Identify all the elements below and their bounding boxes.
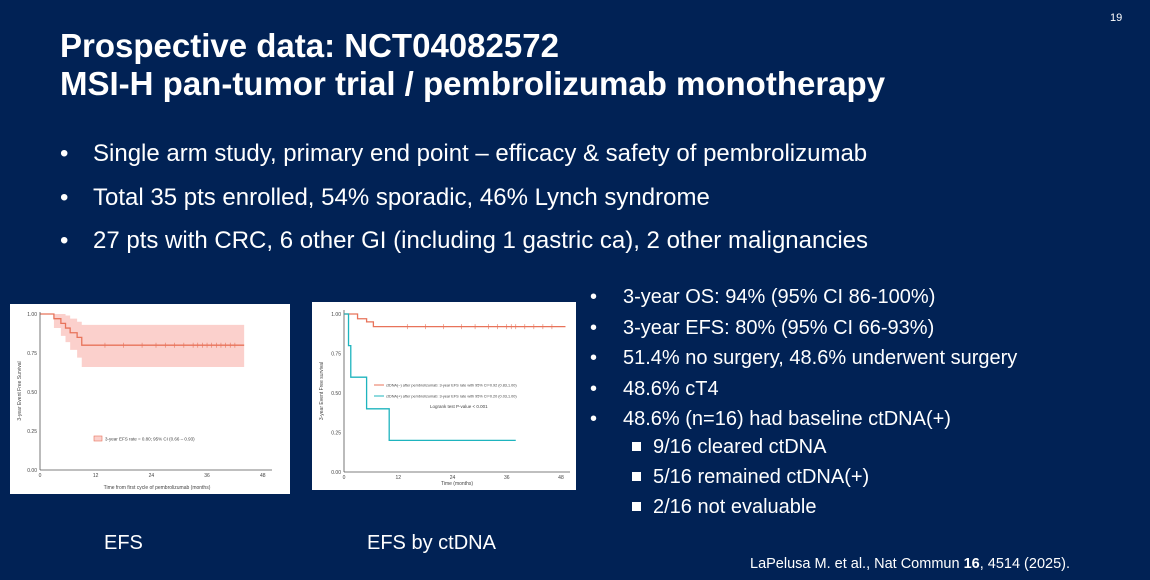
- efs-chart: 0.00 0.25 0.50 0.75 1.00 0 12 24 36 48 3…: [10, 304, 290, 494]
- bullet-dot-icon: •: [590, 347, 598, 369]
- ctdna-censor-marks: [406, 324, 553, 330]
- ctdna-y-tick-label: 0.25: [331, 430, 341, 436]
- bullet-dot-icon: •: [590, 377, 598, 400]
- efs-caption: EFS: [104, 532, 143, 554]
- ctdna-negative-line: [344, 313, 566, 328]
- citation-suffix: , 4514 (2025).: [979, 556, 1071, 572]
- ctdna-x-tick-label: 12: [395, 475, 401, 481]
- citation-volume: 16: [963, 556, 980, 572]
- slide-number: 19: [1110, 12, 1123, 24]
- bullet-dot-icon: •: [60, 140, 69, 167]
- square-bullet-icon: [632, 472, 641, 481]
- slide-title: Prospective data: NCT04082572 MSI-H pan-…: [60, 27, 885, 103]
- ctdna-logrank-annotation: Logrank test P-value < 0.001: [430, 404, 488, 409]
- result-item: • 48.6% cT4: [590, 377, 1017, 401]
- efs-censor-marks: [104, 342, 236, 348]
- sub-bullet-text: 2/16 not evaluable: [653, 496, 817, 518]
- result-text: 51.4% no surgery, 48.6% underwent surger…: [623, 347, 1018, 369]
- bullet-item: • 27 pts with CRC, 6 other GI (including …: [60, 227, 868, 255]
- result-text: 3-year EFS: 80% (95% CI 66-93%): [623, 316, 935, 339]
- title-line-2: MSI-H pan-tumor trial / pembrolizumab mo…: [60, 65, 886, 102]
- ctdna-y-tick-label: 0.50: [331, 391, 341, 397]
- ctdna-positive-line: [344, 313, 516, 442]
- efs-x-tick-label: 36: [204, 473, 210, 479]
- citation-prefix: LaPelusa M. et al., Nat Commun: [750, 556, 964, 572]
- title-line-1: Prospective data: NCT04082572: [60, 27, 559, 64]
- efs-x-tick-label: 24: [149, 473, 155, 479]
- efs-y-tick-label: 1.00: [27, 312, 37, 318]
- efs-x-tick-label: 0: [39, 473, 42, 479]
- result-item: • 3-year EFS: 80% (95% CI 66-93%): [590, 316, 1017, 340]
- efs-y-axis-label: 3-year Event Free Survival: [17, 361, 23, 420]
- sub-bullet-list: 9/16 cleared ctDNA 5/16 remained ctDNA(+…: [590, 435, 1017, 519]
- bullet-dot-icon: •: [590, 408, 598, 430]
- efs-legend-text: 3-year EFS rate = 0.80; 95% CI (0.66 – 0…: [105, 437, 195, 442]
- ctdna-legend-negative: ctDNA(−) after pembrolizumab: 3-year EFS…: [386, 384, 517, 388]
- bullet-dot-icon: •: [60, 183, 69, 211]
- ctdna-y-tick-label: 0.00: [331, 470, 341, 476]
- efs-y-tick-label: 0.75: [27, 351, 37, 357]
- efs-ctdna-caption: EFS by ctDNA: [367, 532, 496, 554]
- bullet-item: • Single arm study, primary end point – e…: [60, 140, 868, 168]
- bullet-item: • Total 35 pts enrolled, 54% sporadic, 46…: [60, 184, 868, 212]
- efs-y-tick-label: 0.50: [27, 390, 37, 396]
- efs-ctdna-chart-svg: 0.00 0.25 0.50 0.75 1.00 0 12 24 36 48 3…: [319, 310, 570, 487]
- result-text: 48.6% cT4: [623, 377, 719, 400]
- efs-legend-swatch: [93, 435, 103, 442]
- ctdna-y-tick-label: 0.75: [331, 351, 341, 357]
- efs-ctdna-chart: 0.00 0.25 0.50 0.75 1.00 0 12 24 36 48 3…: [312, 302, 576, 490]
- main-bullet-list: • Single arm study, primary end point – e…: [60, 140, 868, 271]
- results-bullet-list: • 3-year OS: 94% (95% CI 86-100%) • 3-year…: [590, 285, 1017, 526]
- bullet-text: 27 pts with CRC, 6 other GI (including 1…: [93, 227, 869, 254]
- efs-ci-band: [40, 314, 245, 368]
- sub-bullet-item: 2/16 not evaluable: [632, 495, 1017, 519]
- efs-x-tick-label: 48: [260, 473, 266, 479]
- sub-bullet-text: 9/16 cleared ctDNA: [653, 436, 827, 458]
- square-bullet-icon: [632, 502, 641, 511]
- efs-y-tick-label: 0.25: [27, 429, 37, 435]
- ctdna-y-tick-label: 1.00: [331, 312, 341, 318]
- bullet-text: Total 35 pts enrolled, 54% sporadic, 46%…: [93, 183, 710, 211]
- result-text: 48.6% (n=16) had baseline ctDNA(+): [623, 408, 951, 430]
- efs-survival-line: [40, 313, 245, 346]
- efs-x-tick-label: 12: [93, 473, 99, 479]
- result-text: 3-year OS: 94% (95% CI 86-100%): [623, 286, 936, 308]
- efs-x-axis-label: Time from first cycle of pembrolizumab (…: [104, 485, 211, 491]
- bullet-dot-icon: •: [590, 286, 598, 308]
- result-item: • 51.4% no surgery, 48.6% underwent surge…: [590, 346, 1017, 370]
- ctdna-x-axis-label: Time (months): [441, 481, 473, 487]
- sub-bullet-text: 5/16 remained ctDNA(+): [653, 466, 870, 488]
- result-item: • 3-year OS: 94% (95% CI 86-100%): [590, 285, 1017, 309]
- ctdna-x-tick-label: 0: [343, 475, 346, 481]
- square-bullet-icon: [632, 442, 641, 451]
- ctdna-x-tick-label: 24: [450, 475, 456, 481]
- efs-y-tick-label: 0.00: [27, 468, 37, 474]
- ctdna-y-axis-label: 3-year Event Free survival: [319, 362, 325, 420]
- bullet-text: Single arm study, primary end point – ef…: [93, 140, 868, 167]
- ctdna-x-tick-label: 48: [558, 475, 564, 481]
- efs-chart-svg: 0.00 0.25 0.50 0.75 1.00 0 12 24 36 48 3…: [17, 312, 272, 491]
- ctdna-x-tick-label: 36: [504, 475, 510, 481]
- ctdna-legend-positive: ctDNA(+) after pembrolizumab: 3-year EFS…: [386, 395, 517, 399]
- sub-bullet-item: 5/16 remained ctDNA(+): [632, 465, 1017, 489]
- bullet-dot-icon: •: [60, 227, 69, 254]
- bullet-dot-icon: •: [590, 316, 598, 339]
- result-item: • 48.6% (n=16) had baseline ctDNA(+) 9/16…: [590, 407, 1017, 519]
- sub-bullet-item: 9/16 cleared ctDNA: [632, 435, 1017, 459]
- citation: LaPelusa M. et al., Nat Commun 16, 4514 …: [750, 556, 1070, 572]
